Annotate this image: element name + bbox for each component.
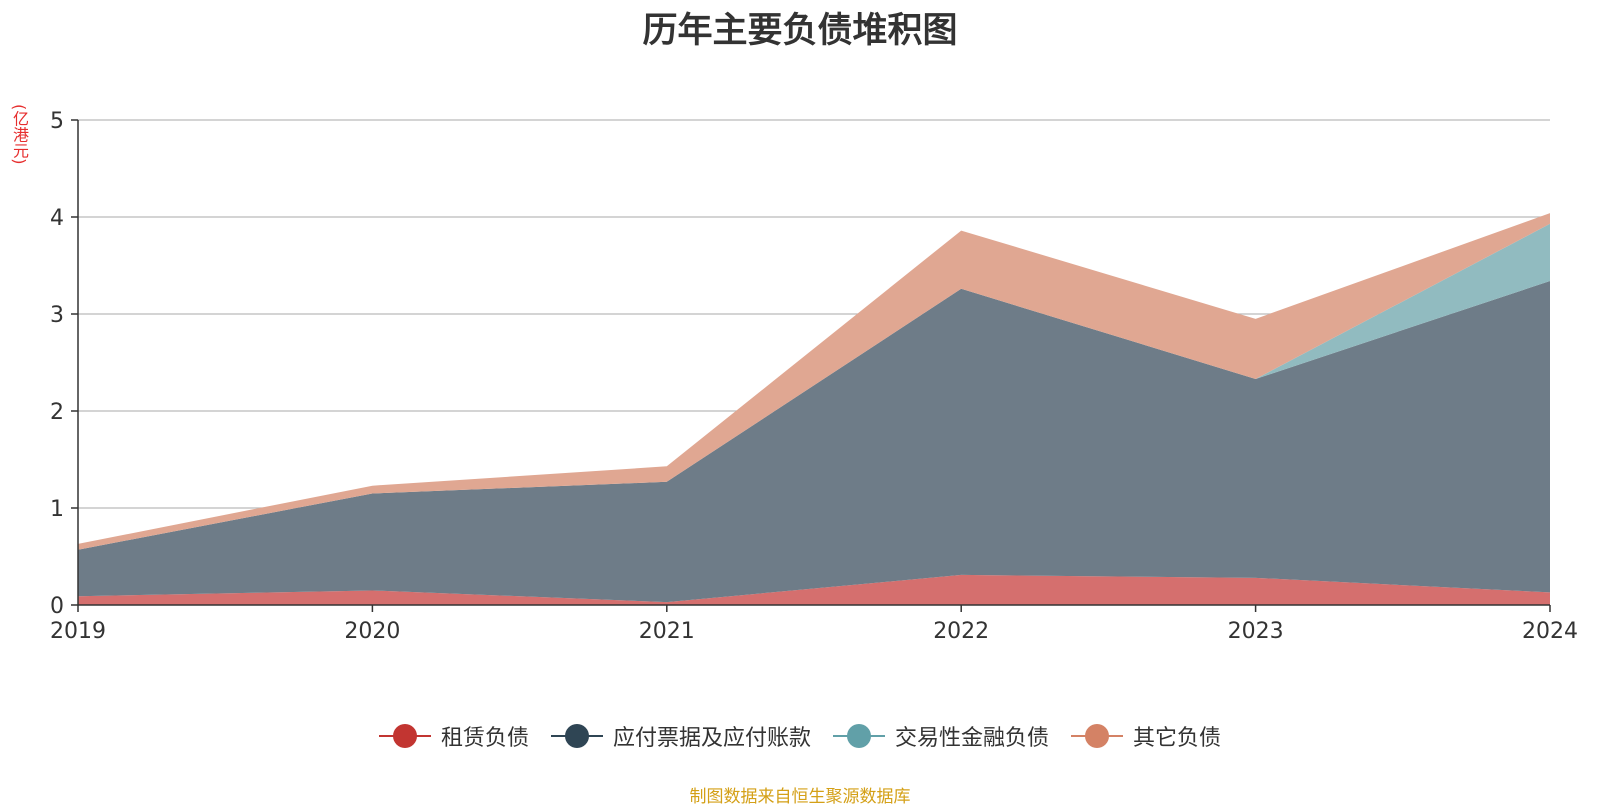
y-tick-label-4: 4: [50, 206, 64, 231]
x-tick-label-2023: 2023: [1228, 619, 1284, 644]
x-tick-label-2022: 2022: [933, 619, 989, 644]
stacked-area-chart: 0 1 2 3 4 5 2019 2020 2021 2022 2023 2024: [50, 109, 1578, 644]
y-tick-label-2: 2: [50, 400, 64, 425]
legend-item-0[interactable]: 租赁负债: [378, 720, 529, 752]
y-tick-label-5: 5: [50, 109, 64, 134]
x-tick-label-2021: 2021: [639, 619, 695, 644]
axes: [71, 119, 1551, 612]
tick-labels: 0 1 2 3 4 5 2019 2020 2021 2022 2023 2024: [50, 109, 1578, 644]
y-tick-label-3: 3: [50, 303, 64, 328]
x-tick-label-2024: 2024: [1522, 619, 1578, 644]
legend-label: 交易性金融负债: [895, 726, 1050, 751]
area-series-3: [78, 213, 1550, 550]
legend-item-1[interactable]: 应付票据及应付账款: [550, 720, 811, 752]
legend-item-3[interactable]: 其它负债: [1071, 720, 1221, 752]
y-axis-unit-label: (亿港元): [10, 104, 29, 165]
legend-marker-icon: [550, 724, 603, 748]
legend-marker-icon: [378, 724, 431, 748]
legend-label: 其它负债: [1133, 726, 1222, 751]
area-series-layer: [78, 213, 1550, 605]
y-tick-label-1: 1: [50, 497, 64, 522]
legend-marker-icon: [1071, 724, 1124, 748]
y-tick-label-0: 0: [50, 594, 64, 619]
chart-title: 历年主要负债堆积图: [642, 11, 958, 51]
legend-item-2[interactable]: 交易性金融负债: [833, 720, 1049, 752]
area-series-0: [78, 574, 1550, 605]
legend-label: 租赁负债: [440, 726, 529, 751]
legend: 租赁负债 应付票据及应付账款 交易性金融负债 其它负债: [0, 720, 1600, 752]
x-tick-label-2019: 2019: [50, 619, 106, 644]
legend-marker-icon: [833, 724, 885, 748]
source-note: 制图数据来自恒生聚源数据库: [689, 787, 911, 807]
legend-label: 应付票据及应付账款: [612, 726, 811, 751]
x-tick-label-2020: 2020: [344, 619, 400, 644]
area-series-1: [78, 281, 1550, 603]
